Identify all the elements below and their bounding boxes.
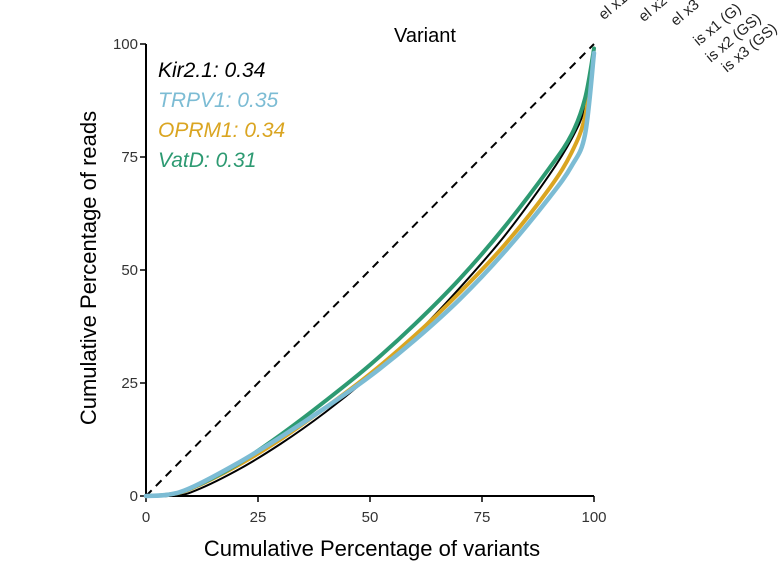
x-tick-label: 100 [581,509,606,526]
legend: Kir2.1: 0.34 TRPV1: 0.35 OPRM1: 0.34 VatD: … [158,59,285,172]
y-tick-label: 100 [113,36,138,53]
chart-title: Variant [394,25,456,47]
legend-entry-oprm1: OPRM1: 0.34 [158,119,285,142]
y-tick-label: 25 [121,375,138,392]
legend-entry-vatd: VatD: 0.31 [158,149,256,172]
y-ticks: 0 25 50 75 100 [113,36,146,505]
y-axis-title: Cumulative Percentage of reads [76,111,101,425]
x-tick-label: 75 [474,509,491,526]
series-line-trpv1 [143,50,597,499]
top-label: el x1 [595,0,630,23]
y-tick-label: 0 [130,488,138,505]
x-ticks: 0 25 50 75 100 [142,496,607,526]
top-label: el x2 [635,0,670,25]
series-lines [143,46,597,499]
top-label: el x3 [667,0,702,29]
legend-entry-kir2-1: Kir2.1: 0.34 [158,59,265,82]
series-line-vatd [144,46,596,498]
x-tick-label: 50 [362,509,379,526]
x-tick-label: 25 [250,509,267,526]
x-axis-title: Cumulative Percentage of variants [204,536,540,561]
legend-entry-trpv1: TRPV1: 0.35 [158,89,279,112]
x-tick-label: 0 [142,509,150,526]
y-tick-label: 75 [121,149,138,166]
y-tick-label: 50 [121,262,138,279]
